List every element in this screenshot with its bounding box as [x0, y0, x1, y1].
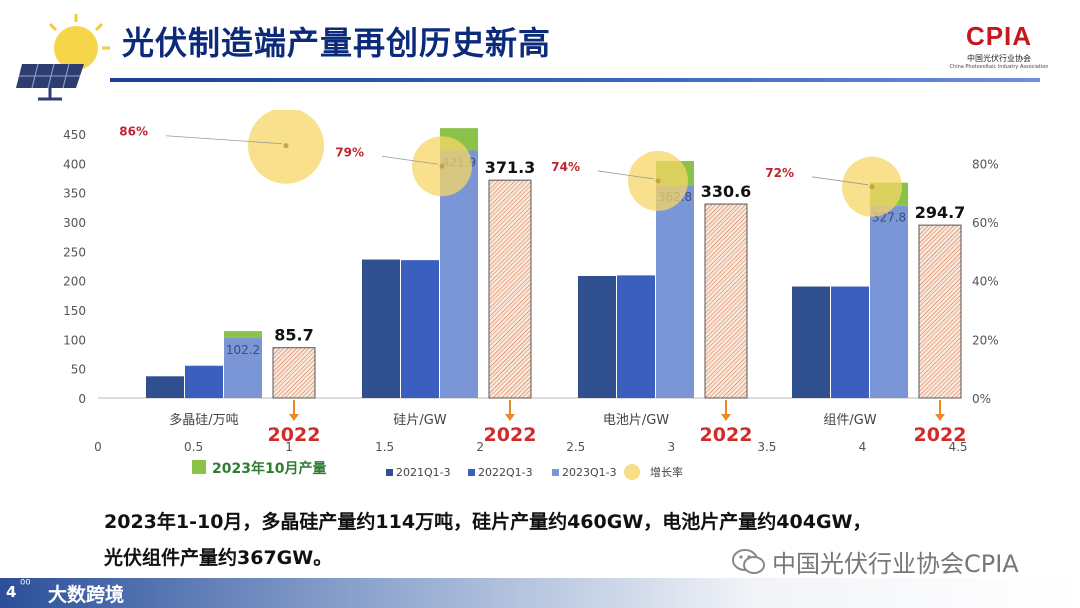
category-label: 电池片/GW	[603, 413, 669, 428]
legend-label: 2023Q1-3	[562, 466, 617, 479]
growth-rate-point	[439, 163, 445, 169]
bar-2022Q1-3	[831, 286, 869, 398]
y-axis-tick-label: 350	[63, 187, 86, 201]
year-2022-tag: 2022	[914, 424, 967, 446]
brand-mark-icon: ⁰⁰	[20, 578, 31, 593]
bar-full-year-2022	[488, 179, 532, 399]
category-label: 硅片/GW	[393, 413, 446, 428]
y-axis-tick-label: 450	[63, 128, 86, 142]
full-year-value-label: 330.6	[701, 182, 752, 201]
y2-axis-tick-label: 40%	[972, 275, 999, 289]
logo-subtitle-cn: 中国光伏行业协会	[967, 54, 1031, 63]
production-chart: 0 50 100 150 200 250 300 350 400 450 0% 20% 40% 60% 80…	[63, 110, 999, 480]
x2-axis-tick-label: 1	[285, 440, 293, 454]
full-year-value-label: 294.7	[915, 203, 966, 222]
legend-label: 2021Q1-3	[396, 466, 451, 479]
y-axis-tick-label: 0	[78, 392, 86, 406]
x2-axis-tick-label: 2.5	[566, 440, 585, 454]
bar-oct-2023	[224, 331, 262, 339]
growth-rate-label: 72%	[765, 166, 794, 180]
y-axis-tick-label: 250	[63, 245, 86, 259]
bar-2021Q1-3	[792, 286, 830, 398]
bar-2021Q1-3	[146, 376, 184, 398]
arrow-head	[935, 414, 945, 421]
x2-axis-tick-label: 4	[859, 440, 867, 454]
bar-value-label: 102.2	[226, 343, 260, 357]
y-axis-tick-label: 400	[63, 157, 86, 171]
cpia-logo: CPIA 中国光伏行业协会 China Photovoltaic Industr…	[944, 18, 1054, 78]
year-2022-tag: 2022	[700, 424, 753, 446]
y2-axis-tick-label: 0%	[972, 392, 991, 406]
arrow-head	[289, 414, 299, 421]
x2-axis-tick-label: 2	[476, 440, 484, 454]
y-axis-tick-label: 50	[71, 363, 86, 377]
category-label: 多晶硅/万吨	[169, 412, 238, 428]
growth-leader-line	[165, 135, 283, 145]
solar-panel-icon	[16, 14, 110, 101]
bar-2023Q1-3	[870, 205, 908, 398]
bar-2021Q1-3	[362, 259, 400, 398]
legend-swatch	[552, 469, 559, 476]
bar-2022Q1-3	[185, 365, 223, 398]
footer-brand: 大数跨境	[48, 584, 125, 606]
summary-line-1: 2023年1-10月，多晶硅产量约114万吨，硅片产量约460GW，电池片产量约…	[104, 511, 872, 533]
full-year-value-label: 85.7	[274, 326, 313, 345]
y-axis-tick-label: 100	[63, 333, 86, 347]
summary-line-2: 光伏组件产量约367GW。	[104, 547, 333, 569]
growth-leader-line	[597, 170, 655, 180]
footer-bar	[0, 578, 1080, 608]
year-2022-tag: 2022	[268, 424, 321, 446]
wechat-icon	[732, 549, 765, 574]
wechat-watermark: 中国光伏行业协会CPIA	[772, 550, 1019, 578]
bar-full-year-2022	[704, 203, 748, 399]
y2-axis-tick-label: 20%	[972, 333, 999, 347]
growth-rate-label: 86%	[119, 125, 148, 139]
bar-2022Q1-3	[617, 275, 655, 398]
x2-axis-tick-label: 1.5	[375, 440, 394, 454]
y2-axis-tick-label: 60%	[972, 216, 999, 230]
y2-axis-tick-label: 80%	[972, 157, 999, 171]
x2-axis-tick-label: 3.5	[757, 440, 776, 454]
year-2022-tag: 2022	[484, 424, 537, 446]
y-axis-tick-label: 300	[63, 216, 86, 230]
legend-swatch	[468, 469, 475, 476]
bar-2022Q1-3	[401, 260, 439, 398]
legend-oct-swatch	[192, 460, 206, 474]
y-axis-tick-label: 200	[63, 275, 86, 289]
growth-rate-point	[869, 184, 875, 190]
page-number: 4	[6, 583, 17, 601]
full-year-value-label: 371.3	[485, 158, 536, 177]
logo-subtitle-en: China Photovoltaic Industry Association	[949, 64, 1049, 70]
growth-rate-label: 79%	[335, 145, 364, 159]
arrow-head	[505, 414, 515, 421]
logo-text: CPIA	[965, 21, 1033, 51]
x2-axis-tick-label: 0.5	[184, 440, 203, 454]
page-title: 光伏制造端产量再创历史新高	[122, 24, 552, 62]
category-label: 组件/GW	[823, 413, 876, 428]
bar-full-year-2022	[272, 347, 316, 399]
arrow-head	[721, 414, 731, 421]
legend-label: 增长率	[650, 465, 683, 479]
growth-rate-point	[283, 143, 289, 149]
bar-2023Q1-3	[224, 338, 262, 398]
legend-bubble-swatch	[624, 464, 640, 480]
growth-leader-line	[381, 155, 439, 165]
legend-swatch	[386, 469, 393, 476]
legend-oct-label: 2023年10月产量	[212, 460, 326, 477]
x2-axis-tick-label: 0	[94, 440, 102, 454]
legend-label: 2022Q1-3	[478, 466, 533, 479]
summary-caption: 2023年1-10月，多晶硅产量约114万吨，硅片产量约460GW，电池片产量约…	[104, 504, 1004, 576]
bar-full-year-2022	[918, 224, 962, 399]
growth-rate-label: 74%	[551, 160, 580, 174]
title-divider	[110, 78, 1040, 82]
y-axis-tick-label: 150	[63, 304, 86, 318]
x2-axis-tick-label: 3	[668, 440, 676, 454]
growth-leader-line	[811, 176, 869, 186]
bar-2023Q1-3	[656, 185, 694, 398]
bar-2021Q1-3	[578, 275, 616, 398]
x2-axis-tick-label: 4.5	[948, 440, 967, 454]
growth-rate-point	[655, 178, 661, 184]
